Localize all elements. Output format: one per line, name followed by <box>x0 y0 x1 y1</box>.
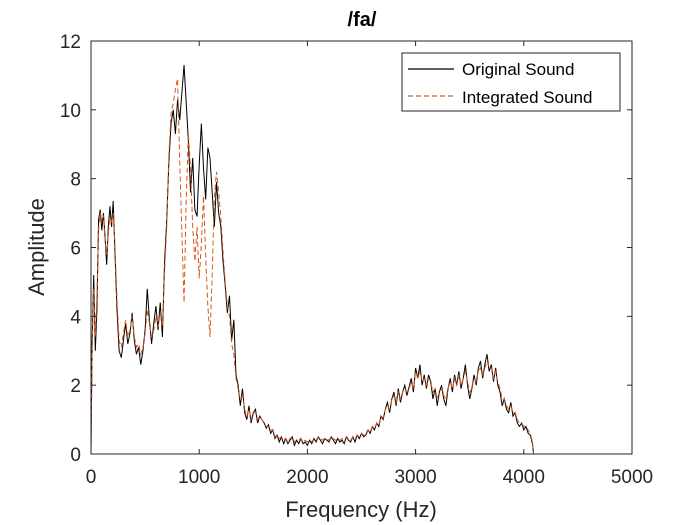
x-axis: 0 1000 2000 3000 4000 5000 <box>86 41 653 488</box>
y-tick-label: 4 <box>70 307 81 328</box>
legend-label-integrated-sound: Integrated Sound <box>462 88 592 107</box>
x-tick-label: 4000 <box>503 467 545 488</box>
x-tick-label: 0 <box>86 467 97 488</box>
x-tick-label: 2000 <box>286 467 328 488</box>
x-tick-label: 3000 <box>394 467 436 488</box>
y-tick-label: 6 <box>70 239 81 260</box>
y-tick-label: 2 <box>70 376 81 397</box>
x-axis-label: Frequency (Hz) <box>285 497 437 522</box>
y-axis-label: Amplitude <box>24 198 49 296</box>
y-tick-label: 12 <box>60 32 81 53</box>
series-line-integrated-sound <box>90 78 535 455</box>
legend: Original Sound Integrated Sound <box>401 52 621 112</box>
legend-label-original-sound: Original Sound <box>462 60 574 79</box>
chart-title: /fa/ <box>348 9 377 31</box>
x-tick-label: 5000 <box>611 467 653 488</box>
y-tick-label: 0 <box>70 445 81 466</box>
y-tick-label: 10 <box>60 101 81 122</box>
y-tick-label: 8 <box>70 170 81 191</box>
y-axis: 0 2 4 6 8 10 12 <box>60 32 632 466</box>
series-layer <box>90 65 535 455</box>
legend-box <box>401 52 621 112</box>
x-tick-label: 1000 <box>178 467 220 488</box>
